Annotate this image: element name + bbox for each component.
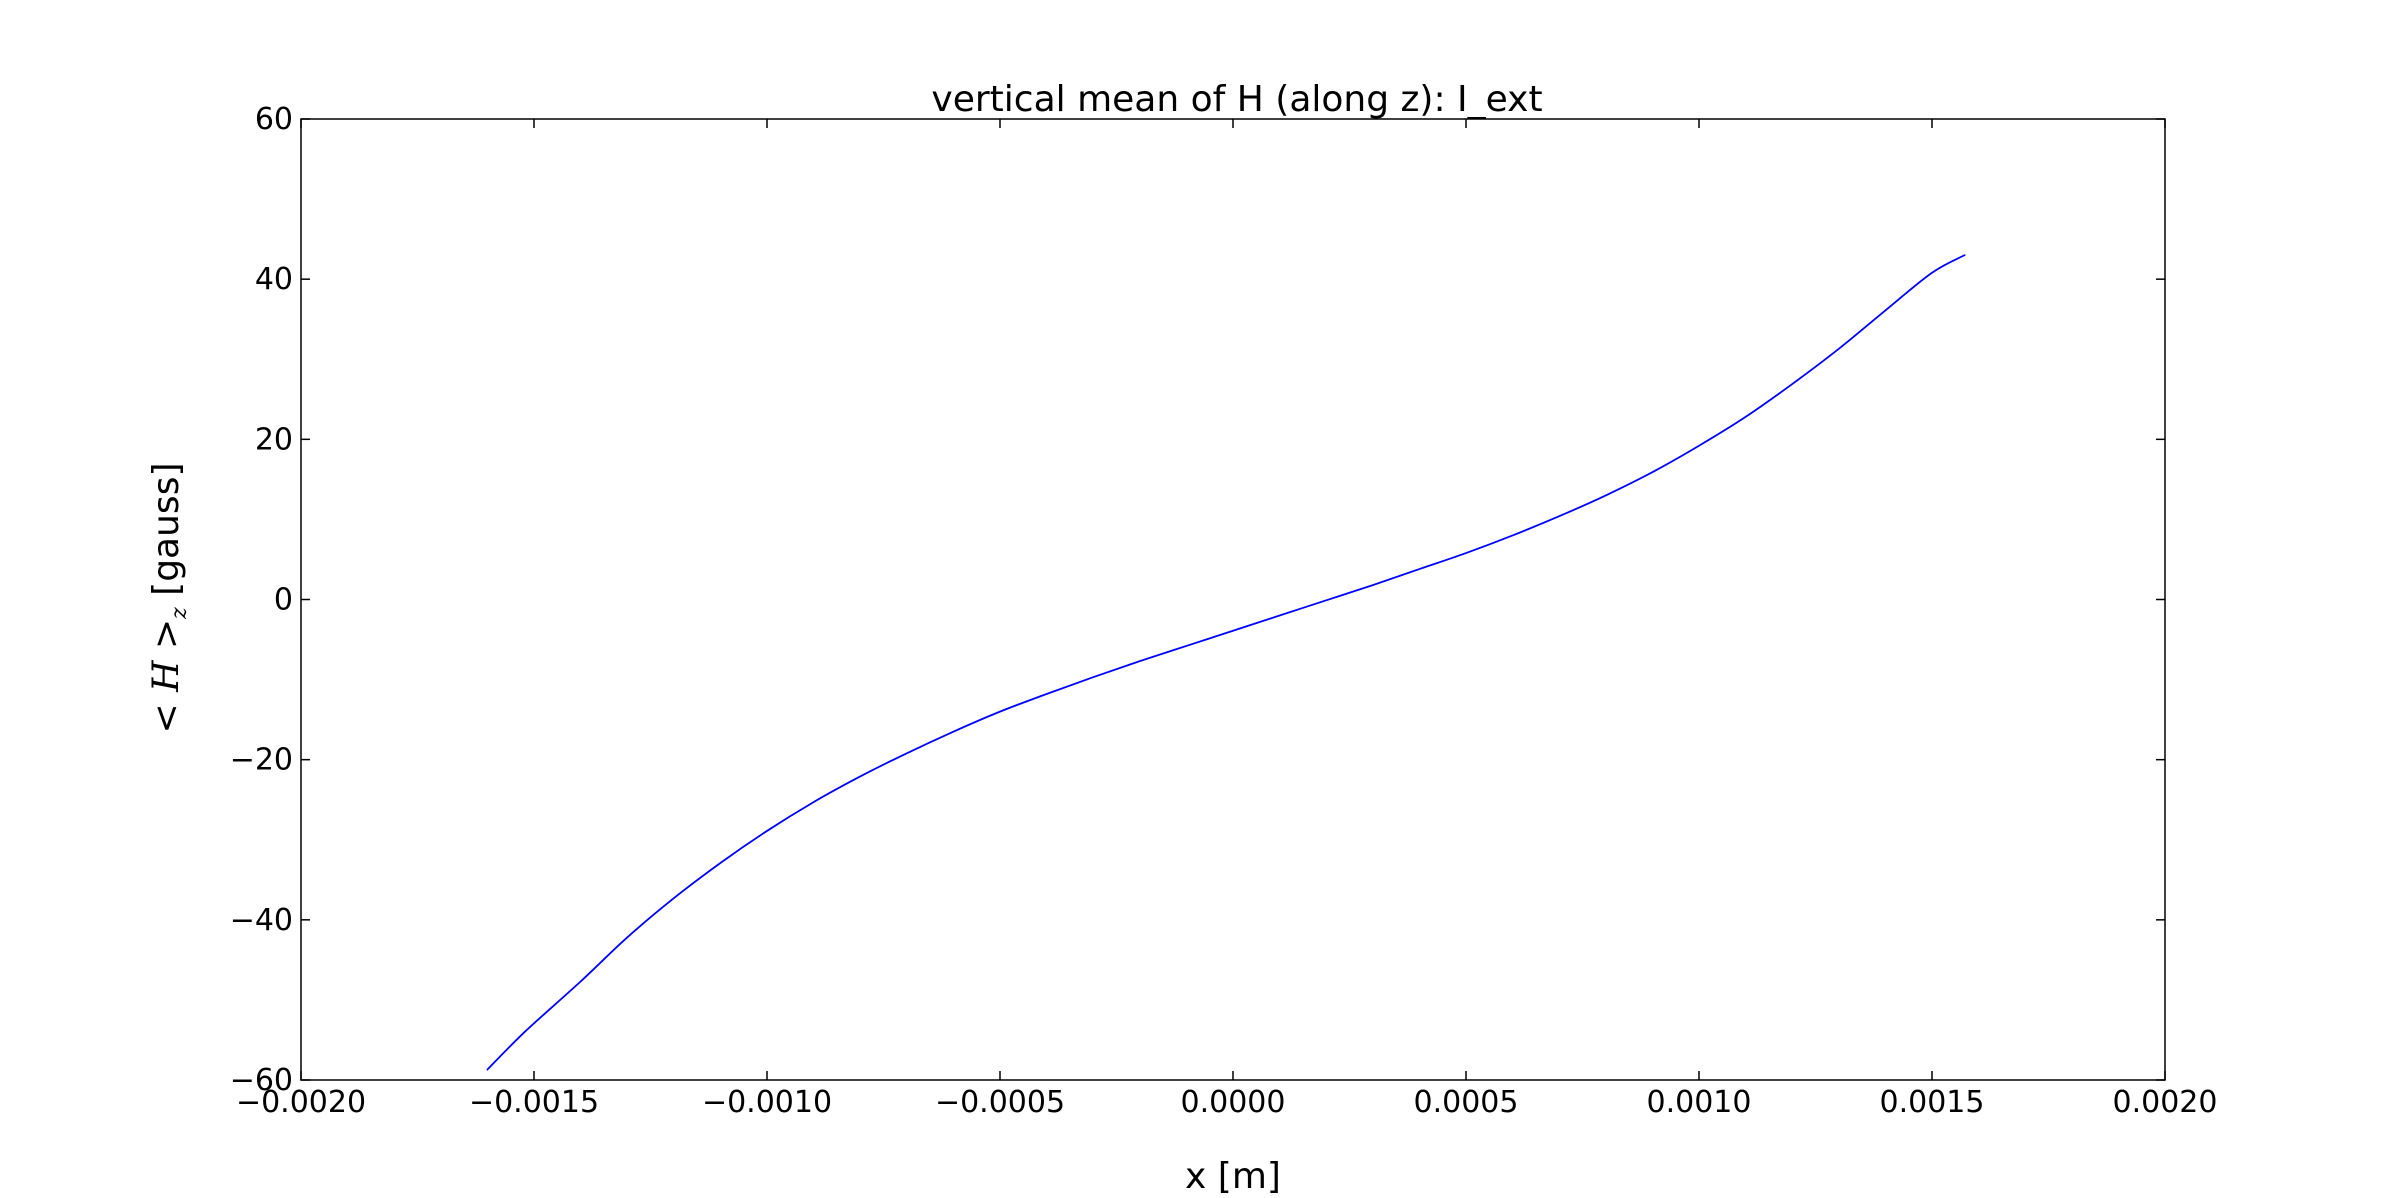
y-axis-label-middle: > (146, 619, 187, 661)
y-tick-label: 40 (255, 262, 293, 297)
x-tick-label: 0.0010 (1647, 1085, 1752, 1120)
x-tick-label: 0.0000 (1181, 1085, 1286, 1120)
x-tick-label: −0.0005 (935, 1085, 1065, 1120)
series-line (486, 254, 1966, 1071)
x-axis-label: x [m] (1185, 1156, 1281, 1197)
plot-area-frame (300, 118, 2166, 1081)
x-tick-label: 0.0015 (1880, 1085, 1985, 1120)
y-axis-label-prefix: < (146, 692, 187, 734)
y-axis: −60 −40 −20 0 20 40 60 (230, 102, 2165, 1098)
x-tick-label: −0.0010 (702, 1085, 832, 1120)
y-axis-label-suffix: [gauss] (146, 463, 187, 608)
y-axis-label-subscript: z (167, 607, 192, 620)
x-tick-label: 0.0005 (1414, 1085, 1519, 1120)
y-tick-label: −40 (230, 903, 293, 938)
y-tick-label: −60 (230, 1063, 293, 1098)
y-axis-label-symbol: H (146, 660, 187, 693)
x-tick-label: −0.0020 (236, 1085, 366, 1120)
y-axis-label: < H >z [gauss] (146, 463, 192, 734)
y-tick-label: 20 (255, 422, 293, 457)
x-axis: −0.0020 −0.0015 −0.0010 −0.0005 0.0000 0.0005… (236, 119, 2218, 1120)
y-tick-label: 60 (255, 102, 293, 137)
x-tick-label: 0.0020 (2113, 1085, 2218, 1120)
chart-title: vertical mean of H (along z): I_ext (931, 79, 1542, 120)
y-tick-label: −20 (230, 743, 293, 778)
y-tick-label: 0 (274, 583, 293, 618)
x-tick-label: −0.0015 (469, 1085, 599, 1120)
data-series-group (486, 254, 1966, 1071)
